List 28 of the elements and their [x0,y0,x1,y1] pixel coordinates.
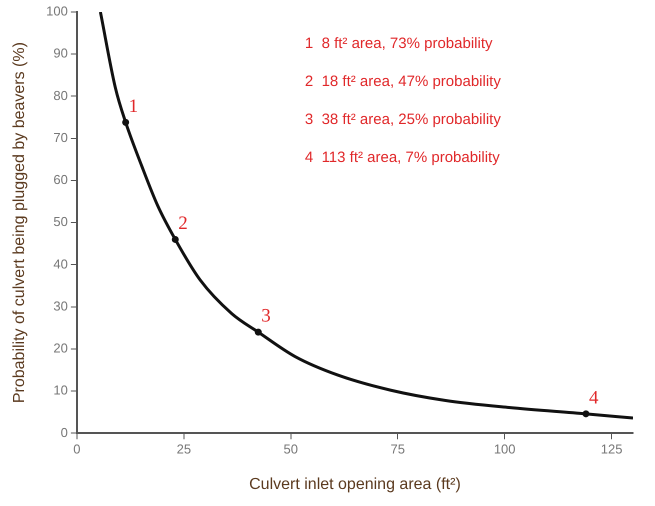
y-tick-label: 20 [53,340,68,356]
y-axis-title: Probability of culvert being plugged by beavers (%) [11,42,28,404]
annotation: 2 18 ft² area, 47% probability [304,73,502,90]
x-tick-label: 0 [73,442,81,457]
x-axis-title: Culvert inlet opening area (ft²) [249,476,461,493]
y-tick-label: 90 [53,46,68,61]
annotation: 1 [128,96,138,117]
y-tick-label: 30 [53,298,68,314]
y-tick-label: 70 [53,130,68,145]
annotation: 2 [178,212,188,234]
line-series [98,12,633,420]
x-tick-label: 75 [390,442,405,457]
annotation: 3 38 ft² area, 25% probability [304,111,502,128]
x-tick-label: 100 [494,442,516,457]
y-tick-label: 100 [46,4,68,19]
x-tick-label: 50 [284,442,298,457]
x-tick-label: 25 [176,442,192,457]
x-tick-label: 125 [600,442,622,457]
y-tick-label: 60 [53,172,68,188]
annotation: 4 [588,387,599,408]
annotation: 3 [261,306,271,327]
y-tick-label: 40 [53,256,68,272]
y-tick-label: 80 [53,88,68,103]
y-tick-label: 50 [53,214,68,230]
annotation: 1 8 ft² area, 73% probability [304,35,493,52]
y-tick-label: 0 [60,424,68,440]
y-tick-label: 10 [53,382,68,398]
annotation: 4 113 ft² area, 7% probability [304,149,500,166]
